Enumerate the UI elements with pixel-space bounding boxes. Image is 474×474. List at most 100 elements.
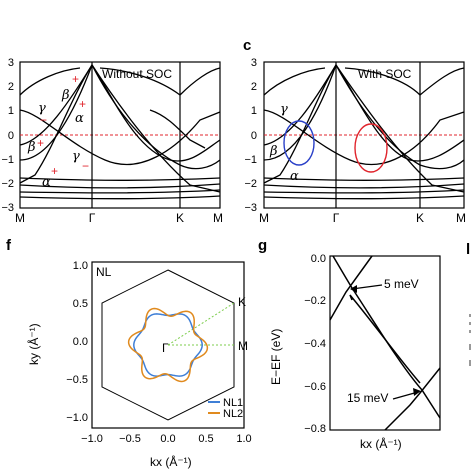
y-tick-label: −3 (244, 202, 257, 214)
band-annotation: γ (280, 102, 288, 117)
band-annotation: β (269, 144, 278, 159)
band-curve (263, 177, 465, 181)
band-curve (263, 195, 465, 200)
parity-annotation: − (82, 159, 89, 173)
band-curve (19, 195, 221, 200)
y-tick-label: −1 (1, 154, 14, 166)
x-tick-label: M (456, 211, 466, 225)
clipped-mark (469, 314, 471, 317)
band-curve (149, 109, 206, 149)
clipped-mark (469, 330, 471, 333)
y-tick-label: 0 (8, 130, 14, 142)
x-axis-label: kx (Å⁻¹) (360, 436, 402, 451)
band-curve (263, 189, 465, 194)
parity-annotation: + (37, 136, 44, 150)
energy-zoom-panel: 5 meV 15 meV 0.0 −0.2 −0.4 −0.6 −0.8 kx … (269, 253, 441, 451)
panel-letter-l: l (466, 241, 470, 258)
legend-label-nl2: NL2 (223, 408, 243, 420)
band-curve (335, 64, 465, 193)
band-curve (99, 67, 221, 96)
band-curve (263, 64, 337, 184)
band-curve (263, 67, 326, 96)
band-curve (263, 109, 465, 166)
x-tick-label: M (213, 211, 223, 225)
y-tick-label: −1.0 (66, 412, 88, 424)
parity-annotation: + (72, 72, 79, 86)
gap-annotation-5mev: 5 meV (384, 277, 419, 291)
parity-annotation: − (40, 113, 47, 127)
x-tick-label: 0.0 (160, 433, 175, 445)
y-tick-label: −0.2 (304, 295, 326, 307)
x-tick-label: K (416, 211, 424, 225)
band-curve (19, 189, 221, 194)
band-curve (19, 177, 221, 181)
y-tick-label: 1 (8, 105, 14, 117)
band-curve (349, 294, 421, 384)
corner-label: NL (96, 265, 112, 279)
point-label-gamma: Γ (162, 341, 169, 355)
y-tick-label: −1 (244, 154, 257, 166)
y-tick-label: −0.4 (304, 338, 326, 350)
band-curve (91, 64, 221, 170)
band-annotation: β (61, 88, 70, 103)
band-curve (19, 64, 93, 161)
x-tick-label: Γ (89, 211, 96, 225)
x-tick-label: K (176, 211, 184, 225)
point-label-m: M (238, 339, 248, 353)
x-tick-label: M (15, 211, 25, 225)
band-curve (19, 183, 221, 189)
panel-letter-g: g (258, 237, 267, 254)
clipped-mark (469, 360, 471, 366)
y-tick-label: 0.5 (73, 298, 88, 310)
nodal-line-nl1 (133, 313, 203, 377)
y-tick-label: −3 (1, 202, 14, 214)
x-tick-label: 1.0 (236, 433, 251, 445)
band-annotation: γ (72, 149, 80, 164)
band-curve (263, 183, 465, 189)
y-tick-label: 3 (8, 57, 14, 69)
y-axis-label: ky (Å⁻¹) (26, 323, 41, 365)
y-tick-label: −0.5 (66, 374, 88, 386)
clipped-mark (469, 322, 471, 325)
band-annotation: α (290, 169, 299, 184)
y-tick-label: 2 (251, 81, 257, 93)
point-label-k: K (238, 295, 246, 309)
nodal-line-nl2 (127, 307, 209, 383)
band-annotation: α (42, 175, 51, 190)
band-curve (329, 255, 373, 321)
y-tick-label: 1 (251, 105, 257, 117)
band-curve (19, 109, 221, 166)
x-tick-label: Γ (333, 211, 340, 225)
x-tick-label: M (259, 211, 269, 225)
band-curve (91, 64, 221, 193)
y-tick-label: −2 (1, 178, 14, 190)
band-curve (263, 64, 337, 161)
panel-letter-f: f (6, 237, 12, 254)
blue-highlight-ellipse (283, 120, 315, 166)
parity-annotation: + (51, 164, 58, 178)
y-axis-label: E−EF (eV) (269, 329, 283, 385)
chart-title: With SOC (358, 67, 412, 81)
band-curve (384, 367, 441, 431)
gap-annotation-15mev: 15 meV (347, 391, 388, 405)
legend-label-nl1: NL1 (223, 397, 243, 409)
band-annotation: α (75, 111, 84, 126)
y-tick-label: 0 (251, 130, 257, 142)
x-tick-label: 0.5 (198, 433, 213, 445)
y-tick-label: 2 (8, 81, 14, 93)
y-tick-label: −0.6 (304, 381, 326, 393)
x-axis-label: kx (Å⁻¹) (150, 454, 192, 469)
panel-letter-c: c (243, 37, 251, 54)
brillouin-zone-hexagon (101, 269, 235, 421)
band-curve (19, 67, 81, 96)
legend: NL1 NL2 (208, 397, 243, 420)
x-tick-label: −0.5 (119, 433, 141, 445)
x-tick-label: −1.0 (81, 433, 103, 445)
y-tick-label: 1.0 (73, 260, 88, 272)
band-curves (19, 63, 221, 200)
band-annotation: γ (38, 101, 46, 116)
band-curve (19, 64, 93, 184)
parity-annotation: + (79, 97, 86, 111)
plot-frame (91, 261, 245, 429)
